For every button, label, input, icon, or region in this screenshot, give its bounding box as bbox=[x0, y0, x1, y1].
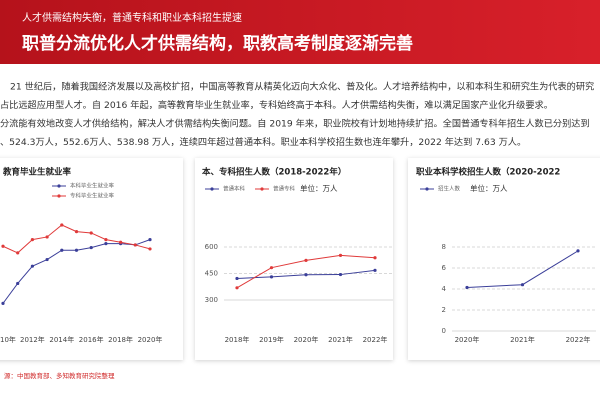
y-tick-label: 2 bbox=[442, 306, 446, 314]
point bbox=[16, 281, 20, 286]
point bbox=[60, 248, 64, 252]
x-tick-label: 2021年 bbox=[510, 335, 535, 344]
point bbox=[104, 238, 108, 242]
point bbox=[235, 276, 239, 281]
point bbox=[338, 253, 343, 257]
x-tick-label: 2018年 bbox=[108, 335, 133, 344]
point bbox=[465, 285, 469, 290]
legend-dot bbox=[260, 187, 264, 191]
x-tick-label: 2018年 bbox=[225, 335, 250, 344]
panel bbox=[0, 158, 183, 360]
legend-dot bbox=[425, 187, 429, 191]
chart-title: 本、专科招生人数（2018-2022年） bbox=[202, 167, 346, 178]
point bbox=[45, 257, 49, 262]
legend-label: 专科毕业生就业率 bbox=[70, 192, 115, 200]
legend-label: 本科毕业生就业率 bbox=[70, 182, 115, 190]
point bbox=[269, 266, 274, 270]
legend-label: 普通专科 bbox=[273, 185, 296, 193]
point bbox=[373, 256, 377, 260]
point bbox=[338, 272, 343, 277]
point bbox=[30, 264, 34, 268]
point bbox=[104, 242, 108, 246]
point bbox=[119, 240, 123, 244]
x-tick-label: 2012年 bbox=[20, 335, 45, 344]
point bbox=[304, 258, 308, 262]
x-tick-label: 2021年 bbox=[328, 335, 353, 344]
point bbox=[148, 247, 152, 251]
x-tick-label: 10年 bbox=[0, 335, 16, 344]
paragraph-line: 占比远超应用型人才。自 2016 年起，高等教育毕业生就业率，专科始终高于本科。… bbox=[0, 99, 553, 111]
point bbox=[373, 268, 377, 272]
x-tick-label: 2020年 bbox=[455, 335, 480, 344]
y-tick-label: 450 bbox=[205, 270, 218, 278]
x-tick-label: 2020年 bbox=[294, 335, 319, 344]
point bbox=[148, 238, 152, 242]
point bbox=[1, 244, 5, 248]
paragraph-line: 分流能有效地改变人才供给结构，解决人才供需结构失衡问题。自 2019 年来，职业… bbox=[0, 118, 590, 130]
x-tick-label: 2016年 bbox=[79, 335, 104, 344]
x-tick-label: 2020年 bbox=[138, 335, 163, 344]
chart-title: 教育毕业生就业率 bbox=[2, 167, 72, 178]
y-tick-label: 300 bbox=[205, 296, 218, 304]
paragraph-line: 、524.3万人，552.6万人、538.98 万人，连续四年超过普通本科。职业… bbox=[0, 136, 526, 148]
point bbox=[133, 243, 137, 247]
unit-label: 单位：万人 bbox=[300, 183, 338, 193]
y-tick-label: 6 bbox=[442, 264, 447, 272]
point bbox=[89, 231, 93, 235]
x-tick-label: 2022年 bbox=[363, 335, 388, 344]
panel bbox=[408, 158, 600, 360]
legend-label: 普通本科 bbox=[223, 185, 246, 193]
header-title: 职普分流优化人才供需结构，职教高考制度逐渐完善 bbox=[22, 33, 413, 54]
legend-dot bbox=[57, 184, 61, 188]
point bbox=[30, 238, 34, 242]
x-tick-label: 2022年 bbox=[566, 335, 591, 344]
point bbox=[576, 249, 580, 253]
legend-label: 招生人数 bbox=[438, 185, 461, 193]
point bbox=[304, 273, 308, 277]
y-tick-label: 0 bbox=[442, 327, 446, 335]
legend-dot bbox=[57, 194, 61, 198]
point bbox=[235, 286, 239, 290]
header-band bbox=[0, 0, 600, 64]
x-tick-label: 2019年 bbox=[259, 335, 284, 344]
point bbox=[74, 230, 79, 234]
point bbox=[16, 251, 20, 255]
y-tick-label: 8 bbox=[442, 243, 446, 251]
point bbox=[269, 275, 274, 279]
point bbox=[45, 235, 49, 239]
chart-title: 职业本科学校招生人数（2020-2022 bbox=[416, 167, 560, 178]
point bbox=[89, 245, 93, 250]
source: 源：中国教育部、多知教育研究院整理 bbox=[4, 371, 115, 380]
unit-label: 单位：万人 bbox=[470, 183, 508, 193]
paragraph-line: 21 世纪后，随着我国经济发展以及高校扩招，中国高等教育从精英化迈向大众化、普及… bbox=[10, 81, 594, 93]
header-subtitle: 人才供需结构失衡，普通专科和职业本科招生提速 bbox=[22, 11, 242, 24]
point bbox=[74, 248, 79, 252]
y-tick-label: 600 bbox=[205, 243, 218, 251]
point bbox=[520, 283, 525, 287]
panel bbox=[195, 158, 393, 360]
point bbox=[60, 223, 64, 227]
legend-dot bbox=[210, 187, 214, 191]
y-tick-label: 4 bbox=[442, 285, 447, 293]
x-tick-label: 2014年 bbox=[49, 335, 74, 344]
point bbox=[1, 301, 5, 305]
